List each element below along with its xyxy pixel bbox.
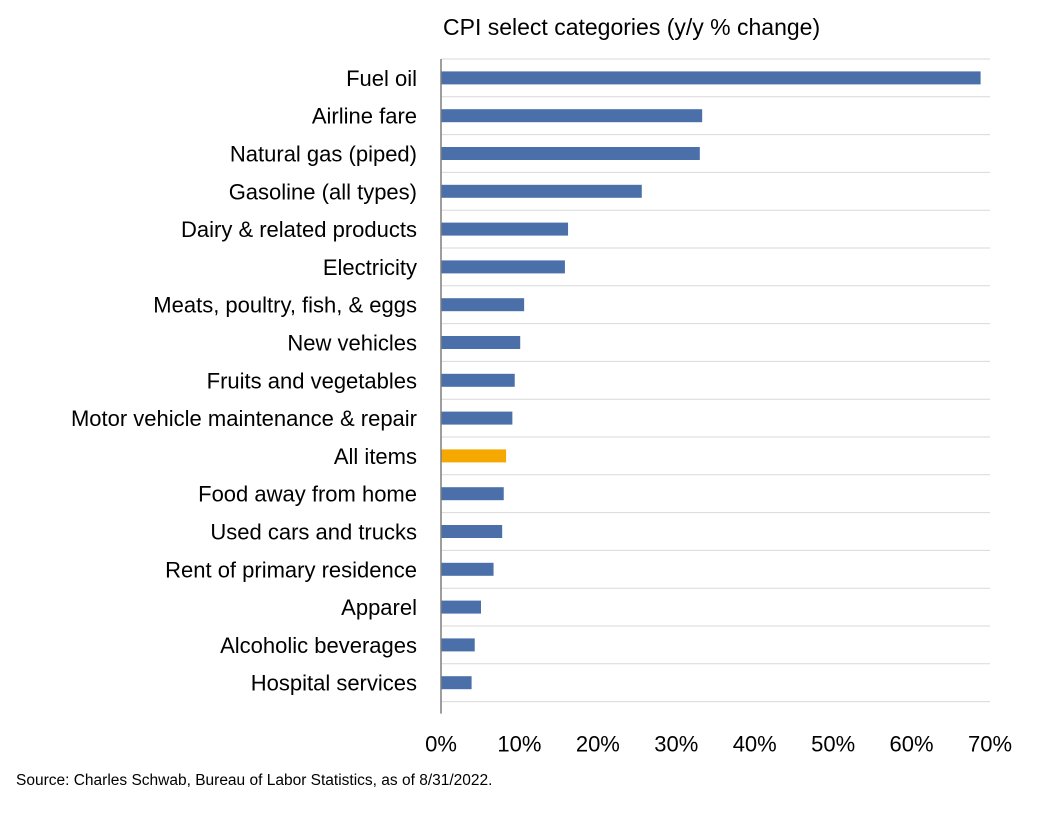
category-label: Dairy & related products	[181, 217, 417, 242]
bar-dairy-related-products	[441, 222, 569, 236]
category-label: Hospital services	[251, 671, 417, 696]
x-tick-label: 30%	[654, 732, 698, 757]
category-label: Gasoline (all types)	[229, 179, 417, 204]
bar-gasoline-all-types	[441, 184, 642, 198]
bar-meats-poultry-fish-eggs	[441, 298, 525, 312]
category-label: Fruits and vegetables	[207, 368, 417, 393]
category-label: Apparel	[341, 595, 417, 620]
x-tick-label: 10%	[497, 732, 541, 757]
bar-apparel	[441, 600, 481, 614]
bar-fruits-and-vegetables	[441, 373, 515, 387]
bar-electricity	[441, 260, 565, 274]
category-label: Airline fare	[312, 104, 417, 129]
x-tick-label: 0%	[425, 732, 457, 757]
x-tick-label: 20%	[576, 732, 620, 757]
bar-rent-of-primary-residence	[441, 562, 494, 576]
bar-motor-vehicle-maintenance-repair	[441, 411, 513, 425]
category-label: Alcoholic beverages	[220, 633, 417, 658]
bar-natural-gas-piped	[441, 147, 700, 160]
bar-alcoholic-beverages	[441, 638, 475, 652]
bar-hospital-services	[441, 676, 472, 690]
chart-title: CPI select categories (y/y % change)	[443, 14, 820, 40]
category-label: Fuel oil	[346, 66, 417, 91]
bars	[441, 71, 981, 690]
bar-food-away-from-home	[441, 487, 504, 501]
bar-used-cars-and-trucks	[441, 525, 503, 538]
category-label: Rent of primary residence	[165, 557, 417, 582]
x-axis-ticks: 0% 10% 20% 30% 40% 50% 60% 70%	[425, 732, 1012, 757]
bar-new-vehicles	[441, 336, 521, 349]
source-note: Source: Charles Schwab, Bureau of Labor …	[16, 772, 492, 789]
category-label: Food away from home	[198, 482, 417, 507]
bar-fuel-oil	[441, 71, 981, 85]
x-tick-label: 50%	[811, 732, 855, 757]
category-label: All items	[334, 444, 417, 469]
x-tick-label: 60%	[890, 732, 934, 757]
category-label: Electricity	[323, 255, 417, 280]
bar-airline-fare	[441, 109, 703, 123]
bar-all-items	[441, 449, 507, 463]
x-tick-label: 40%	[733, 732, 777, 757]
category-label: Natural gas (piped)	[230, 142, 417, 167]
category-labels: Fuel oil Airline fare Natural gas (piped) G…	[71, 66, 417, 696]
x-tick-label: 70%	[968, 732, 1012, 757]
category-label: New vehicles	[287, 331, 417, 356]
gridlines	[441, 58, 990, 703]
category-label: Used cars and trucks	[210, 520, 417, 545]
category-label: Motor vehicle maintenance & repair	[71, 406, 417, 431]
category-label: Meats, poultry, fish, & eggs	[153, 293, 417, 318]
